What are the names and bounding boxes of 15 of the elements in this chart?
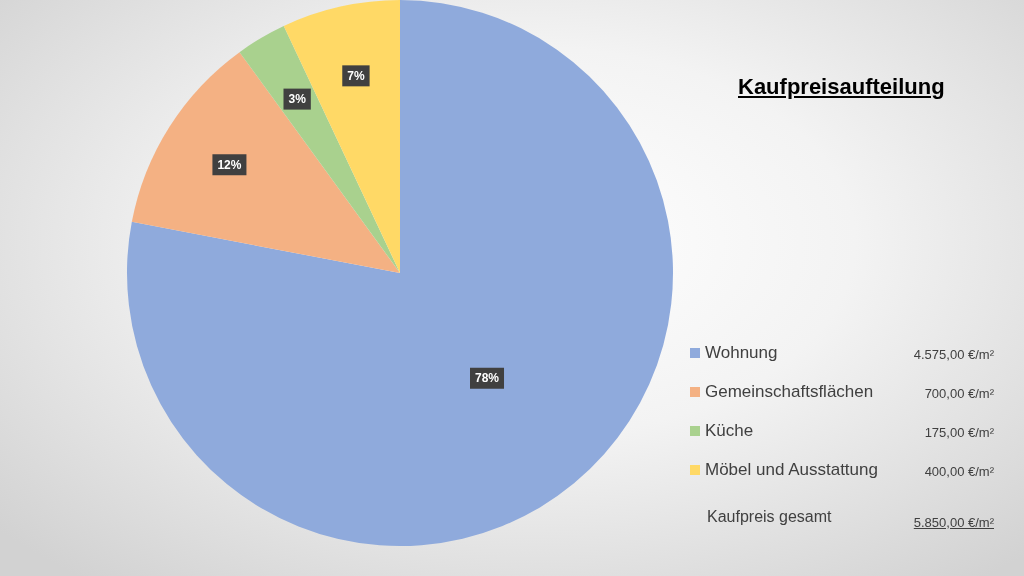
data-label: 7% bbox=[347, 69, 365, 84]
data-label: 78% bbox=[474, 371, 500, 386]
text: Kaufpreisaufteilung bbox=[738, 73, 945, 101]
text: 175,00 €/m² bbox=[924, 424, 994, 442]
text: Kaufpreis gesamt bbox=[707, 507, 832, 527]
text: 5.850,00 €/m² bbox=[913, 514, 994, 532]
legend-label: Möbel und Ausstattung bbox=[705, 459, 878, 481]
text: 4.575,00 €/m² bbox=[913, 346, 994, 364]
legend-label: Küche bbox=[705, 420, 754, 442]
data-label: 12% bbox=[217, 158, 242, 173]
text: 400,00 €/m² bbox=[924, 463, 994, 481]
data-label: 3% bbox=[288, 92, 307, 107]
text: 700,00 €/m² bbox=[924, 385, 994, 403]
legend-label: Wohnung bbox=[705, 342, 778, 364]
legend-label: Gemeinschaftsflächen bbox=[705, 381, 874, 403]
